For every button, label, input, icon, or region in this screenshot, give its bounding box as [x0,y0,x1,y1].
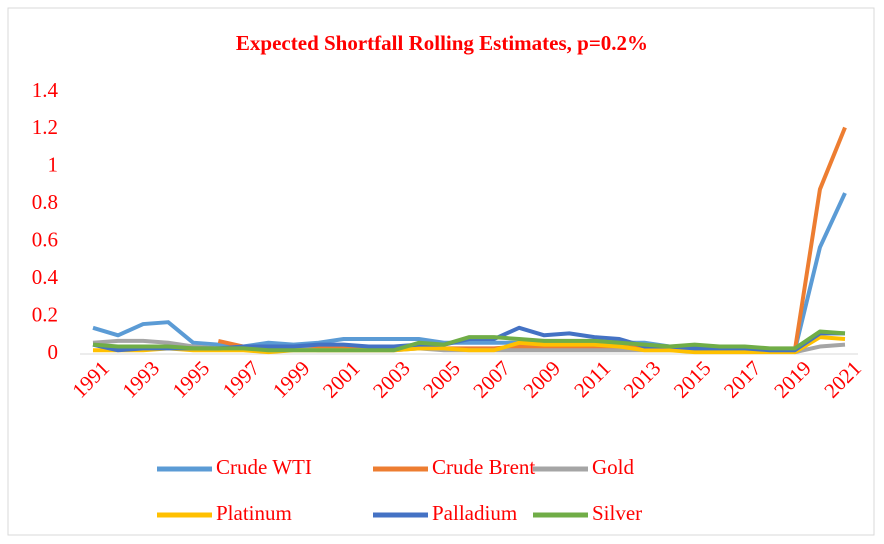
chart-title: Expected Shortfall Rolling Estimates, p=… [236,31,648,55]
y-tick-label: 1.2 [32,115,58,139]
legend-label: Crude Brent [432,455,535,479]
y-tick-label: 0.4 [32,265,59,289]
y-tick-label: 0 [48,340,59,364]
y-tick-label: 0.2 [32,302,58,326]
legend-label: Palladium [432,501,517,525]
legend-label: Gold [592,455,635,479]
series-line [92,329,846,353]
legend-label: Silver [592,501,642,525]
chart-border [7,7,875,536]
y-tick-label: 1.4 [32,78,59,102]
y-tick-label: 1 [48,153,59,177]
legend-label: Platinum [216,501,292,525]
y-tick-label: 0.6 [32,228,58,252]
y-tick-label: 0.8 [32,190,58,214]
legend-label: Crude WTI [216,455,312,479]
